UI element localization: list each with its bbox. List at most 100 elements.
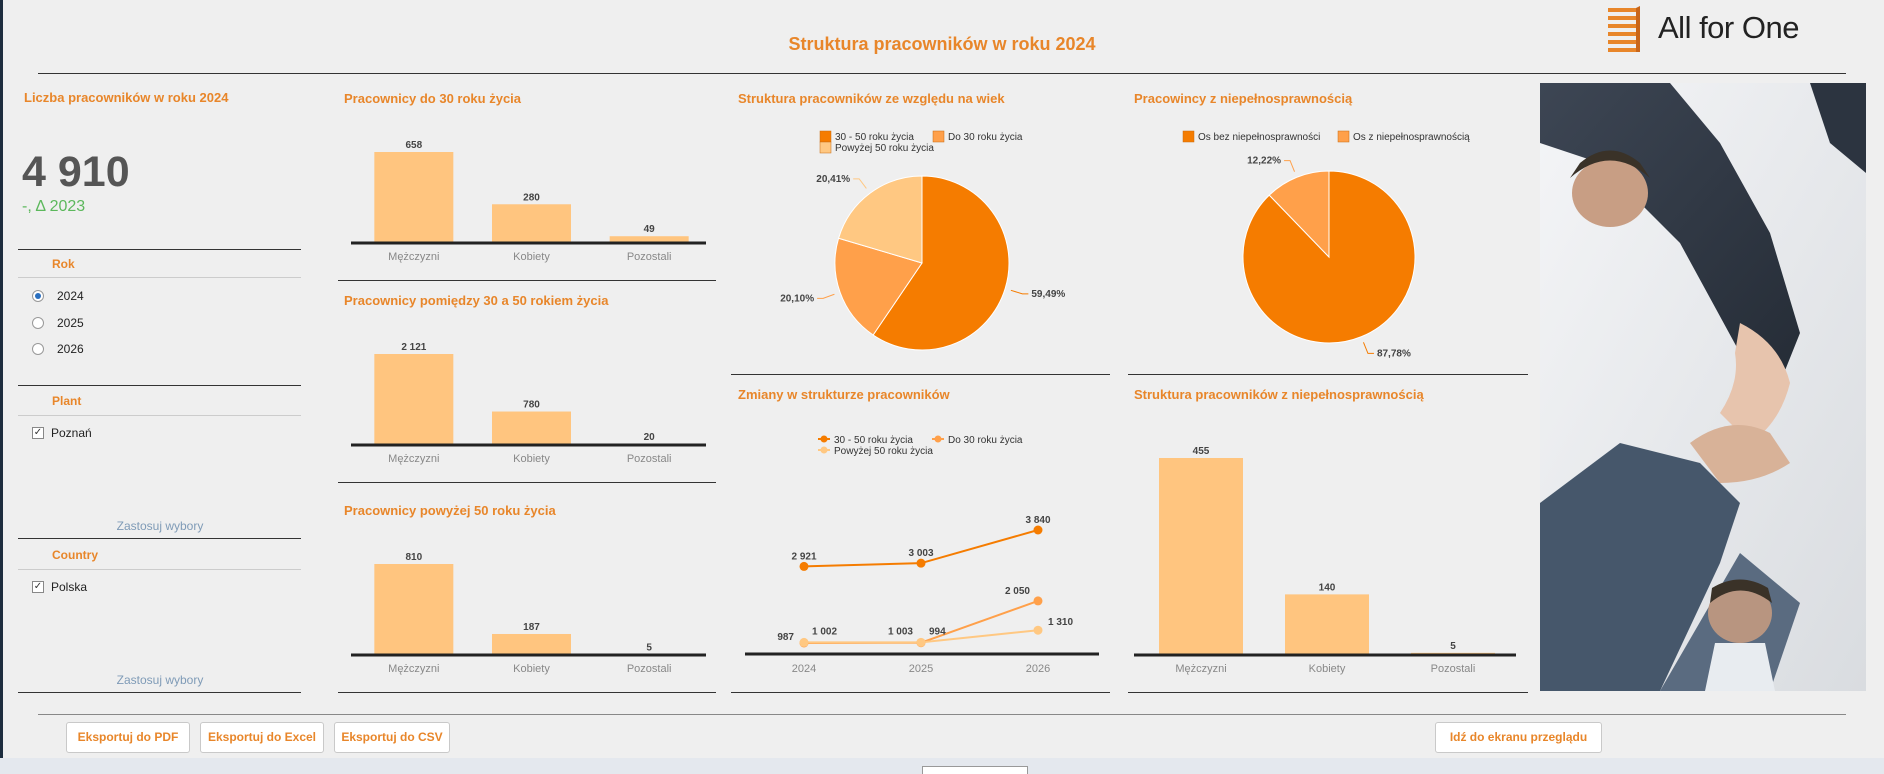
pie-value-label: 12,22% — [1247, 156, 1281, 167]
category-label: Mężczyzni — [388, 251, 439, 263]
bar-value-label: 5 — [1450, 641, 1456, 652]
filter-title-country: Country — [52, 548, 98, 562]
radio-label: 2024 — [57, 289, 84, 303]
pie-slice[interactable] — [1268, 170, 1330, 259]
chart-title-over50: Pracownicy powyżej 50 roku życia — [344, 503, 556, 518]
legend-label: Os z niepełnosprawnością — [1353, 132, 1470, 143]
panel-divider — [338, 482, 716, 483]
filter-title-plant: Plant — [52, 394, 82, 408]
bar-chart-disability-structure: 455 Mężczyzni 140 Kobiety 5 Pozostali — [1134, 446, 1516, 675]
radio-option-2024[interactable]: 2024 — [32, 289, 152, 305]
legend-swatch — [1182, 130, 1195, 143]
point-value-label: 987 — [777, 632, 794, 643]
data-point[interactable] — [916, 637, 926, 647]
kpi-delta: -, Δ 2023 — [22, 198, 86, 215]
radio-button[interactable] — [32, 343, 44, 355]
checkbox[interactable]: ✓ — [32, 427, 44, 439]
panel-divider — [1128, 692, 1528, 693]
checkbox-option-polska[interactable]: ✓ Polska — [32, 580, 172, 596]
radio-button[interactable] — [32, 290, 44, 302]
bar[interactable] — [374, 152, 454, 243]
checkbox[interactable]: ✓ — [32, 581, 44, 593]
legend-label: 30 - 50 roku życia — [835, 132, 914, 143]
pie-slice[interactable] — [872, 175, 1010, 351]
legend-swatch — [819, 141, 832, 154]
checkbox-label: Polska — [51, 580, 88, 594]
bar[interactable] — [1159, 458, 1243, 655]
chart-title-30-50: Pracownicy pomiędzy 30 a 50 rokiem życia — [344, 293, 609, 308]
window-left-edge — [0, 0, 3, 774]
radio-label: 2025 — [57, 316, 84, 330]
panel-divider — [338, 692, 716, 693]
bar-chart-under30: 658 Mężczyzni 280 Kobiety 49 Pozostali — [351, 140, 706, 263]
chart-title-disability-structure: Struktura pracowników z niepełnosprawnoś… — [1134, 387, 1424, 402]
filter-title-rok: Rok — [52, 257, 75, 271]
filter-divider — [18, 569, 301, 570]
checkbox-label: Poznań — [51, 426, 92, 440]
category-label: Mężczyzni — [388, 453, 439, 465]
export-excel-button[interactable]: Eksportuj do Excel — [200, 722, 324, 753]
bar-value-label: 280 — [523, 192, 540, 203]
bar-value-label: 658 — [405, 140, 422, 151]
data-point[interactable] — [1033, 596, 1043, 606]
checkbox-option-poznan[interactable]: ✓ Poznań — [32, 426, 172, 442]
page-title: Struktura pracowników w roku 2024 — [788, 34, 1096, 54]
bar-value-label: 187 — [523, 622, 540, 633]
bar[interactable] — [374, 564, 454, 655]
data-point[interactable] — [916, 558, 926, 568]
pie-slice[interactable] — [834, 237, 923, 336]
panel-divider — [338, 280, 716, 281]
logo-icon — [1608, 6, 1640, 52]
export-pdf-button[interactable]: Eksportuj do PDF — [66, 722, 190, 753]
chart-title-changes: Zmiany w strukturze pracowników — [738, 387, 950, 402]
go-to-overview-button[interactable]: Idź do ekranu przeglądu — [1435, 722, 1602, 753]
filter-divider — [18, 249, 301, 250]
apply-selection-link[interactable]: Zastosuj wybory — [116, 673, 204, 687]
point-value-label: 2 921 — [791, 551, 816, 562]
page-input[interactable] — [922, 766, 1028, 774]
point-value-label: 1 002 — [812, 626, 837, 637]
data-point[interactable] — [799, 637, 809, 647]
bar[interactable] — [492, 633, 571, 655]
bar-value-label: 20 — [644, 432, 656, 443]
pie-leader-line — [1010, 289, 1029, 295]
export-csv-button[interactable]: Eksportuj do CSV — [334, 722, 450, 753]
bar[interactable] — [492, 204, 571, 243]
bar-chart-over50: 810 Mężczyzni 187 Kobiety 5 Pozostali — [351, 552, 706, 675]
chart-title-age-structure: Struktura pracowników ze względu na wiek — [738, 91, 1005, 106]
header-divider — [38, 73, 1846, 74]
logo-text: All for One — [1658, 10, 1799, 45]
bar-value-label: 455 — [1193, 446, 1210, 457]
bar[interactable] — [609, 236, 689, 243]
radio-option-2025[interactable]: 2025 — [32, 316, 152, 332]
apply-selection-link[interactable]: Zastosuj wybory — [116, 519, 204, 533]
data-point[interactable] — [1033, 525, 1043, 535]
pie-chart-disability: 87,78% 12,22% Os bez niepełnosprawności Os … — [1182, 130, 1470, 359]
x-tick-label: 2026 — [1026, 663, 1050, 675]
pie-value-label: 20,10% — [780, 293, 814, 304]
bar[interactable] — [374, 354, 454, 445]
category-label: Pozostali — [627, 663, 672, 675]
category-label: Pozostali — [627, 251, 672, 263]
radio-button[interactable] — [32, 317, 44, 329]
data-point[interactable] — [1033, 625, 1043, 635]
category-label: Mężczyzni — [1175, 663, 1226, 675]
pie-leader-line — [1362, 342, 1374, 354]
point-value-label: 994 — [929, 627, 946, 638]
category-label: Pozostali — [1431, 663, 1476, 675]
legend-marker — [820, 435, 828, 443]
filter-divider — [18, 277, 301, 278]
bar[interactable] — [1285, 594, 1369, 655]
pie-value-label: 87,78% — [1377, 348, 1411, 359]
data-point[interactable] — [799, 561, 809, 571]
bar-value-label: 49 — [644, 224, 656, 235]
pie-slice[interactable] — [837, 175, 923, 264]
panel-divider — [1128, 374, 1528, 375]
bar[interactable] — [492, 411, 571, 445]
kpi-value: 4 910 — [22, 148, 130, 196]
pie-leader-line — [853, 178, 867, 189]
bar-value-label: 2 121 — [401, 342, 426, 353]
filter-divider — [18, 385, 301, 386]
radio-option-2026[interactable]: 2026 — [32, 342, 152, 358]
legend-marker — [820, 446, 828, 454]
